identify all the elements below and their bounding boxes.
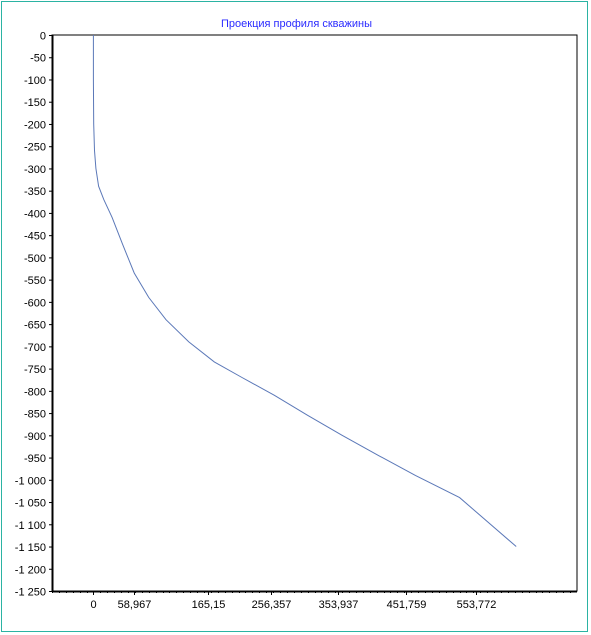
well-profile-line (92, 35, 517, 547)
y-tick-label: -450 (24, 231, 46, 243)
y-tick-label: 0 (40, 31, 46, 43)
plot-area (51, 34, 578, 592)
y-tick-label: -150 (24, 97, 46, 109)
y-tick-label: -500 (24, 253, 46, 265)
y-tick-label: -300 (24, 164, 46, 176)
y-tick-label: -800 (24, 386, 46, 398)
y-tick-label: -1 050 (15, 498, 46, 510)
x-tick-label: 58,967 (118, 599, 152, 611)
x-tick-label: 353,937 (319, 599, 359, 611)
y-tick-label: -550 (24, 275, 46, 287)
axes (49, 35, 577, 595)
series (92, 35, 517, 547)
y-tick-label: -750 (24, 364, 46, 376)
x-axis-ticks: 0 58,967 165,15 256,357 353,937 451,759 553,77… (90, 599, 496, 611)
x-tick-label: 165,15 (192, 599, 226, 611)
y-tick-label: -850 (24, 409, 46, 421)
y-tick-label: -50 (30, 53, 46, 65)
y-tick-label: -1 100 (15, 520, 46, 532)
y-tick-label: -350 (24, 186, 46, 198)
y-tick-label: -600 (24, 297, 46, 309)
y-tick-label: -700 (24, 342, 46, 354)
y-tick-label: -950 (24, 453, 46, 465)
y-tick-label: -900 (24, 431, 46, 443)
y-axis-ticks: 0 -50 -100 -150 -200 -250 -300 -350 -400 -450 -500… (15, 31, 46, 599)
x-tick-label: 0 (90, 599, 96, 611)
y-tick-label: -250 (24, 142, 46, 154)
y-tick-label: -1 200 (15, 564, 46, 576)
y-tick-label: -100 (24, 75, 46, 87)
y-tick-label: -1 150 (15, 542, 46, 554)
y-tick-label: -400 (24, 208, 46, 220)
x-tick-label: 553,772 (457, 599, 497, 611)
x-tick-label: 451,759 (387, 599, 427, 611)
plot-border (51, 34, 578, 592)
y-tick-label: -1 000 (15, 475, 46, 487)
x-tick-label: 256,357 (252, 599, 292, 611)
y-tick-label: -1 250 (15, 587, 46, 599)
chart-title: Проекция профиля скважины (221, 18, 372, 30)
y-tick-label: -200 (24, 119, 46, 131)
y-tick-label: -650 (24, 320, 46, 332)
